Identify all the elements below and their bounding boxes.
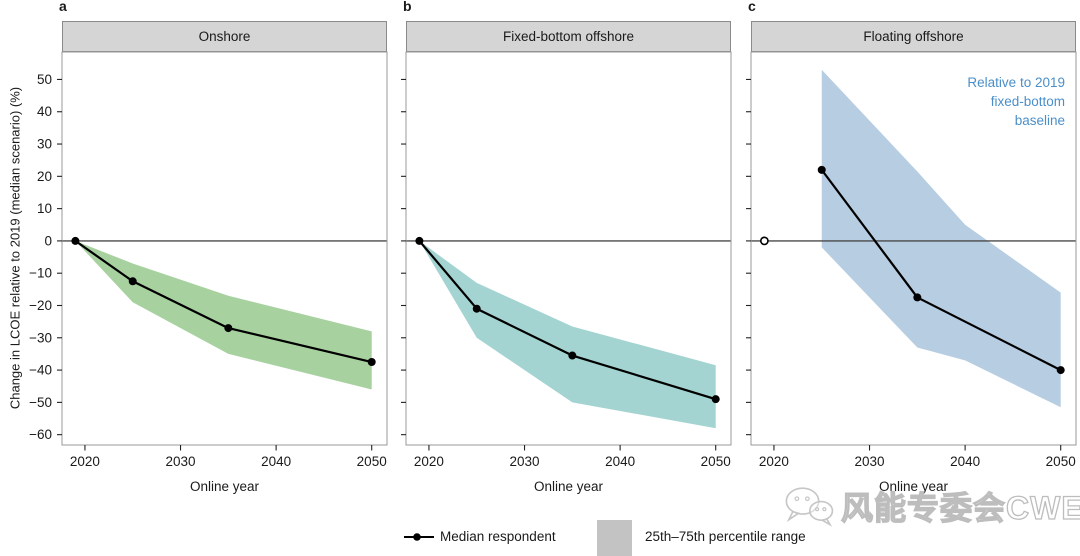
panel-title: Onshore (198, 29, 251, 44)
panel-fixed-bottom-offshore: b Fixed-bottom offshore 2020 2030 2040 2050… (401, 0, 732, 556)
legend-percentile-swatch (597, 520, 632, 556)
x-tick-label: 2020 (759, 454, 789, 469)
plot-frame (405, 51, 732, 446)
y-tick-label: 0 (44, 233, 52, 248)
median-line (418, 240, 717, 401)
panel-letter-a: a (59, 0, 67, 14)
legend-median-dot (413, 533, 421, 541)
x-tick-label: 2030 (510, 454, 540, 469)
panel-title: Floating offshore (863, 29, 964, 44)
y-tick-label: 40 (37, 104, 52, 119)
plot-frame (750, 51, 1077, 446)
x-tick-label: 2020 (70, 454, 100, 469)
baseline-open-point (759, 236, 769, 246)
panel-header-onshore: Onshore (62, 21, 387, 52)
x-tick-label: 2040 (605, 454, 635, 469)
median-point (568, 351, 577, 360)
x-tick-label: 2050 (701, 454, 731, 469)
x-tick-label: 2040 (950, 454, 980, 469)
median-point (472, 304, 481, 313)
x-tick-label: 2030 (166, 454, 196, 469)
median-point (817, 165, 826, 174)
median-point (224, 324, 233, 333)
legend-median-marker (404, 533, 434, 541)
median-point (711, 395, 720, 404)
median-line (74, 240, 372, 364)
y-tick-label: −30 (29, 330, 52, 345)
x-tick-label: 2050 (357, 454, 387, 469)
x-axis-label: Online year (190, 479, 260, 494)
panel-floating-offshore: c Floating offshore 2020 2030 2040 2050 Onli… (746, 0, 1077, 556)
y-tick-label: 50 (37, 72, 52, 87)
legend-percentile-label: 25th–75th percentile range (645, 529, 806, 544)
median-point (1056, 366, 1065, 375)
y-tick-label: −20 (29, 298, 52, 313)
annotation-line: baseline (1015, 113, 1065, 128)
y-tick-label: 10 (37, 201, 52, 216)
x-axis-label: Online year (534, 479, 604, 494)
panel-header-fixed-bottom: Fixed-bottom offshore (406, 21, 731, 52)
wechat-icon (785, 487, 834, 527)
annotation-line: fixed-bottom (991, 94, 1065, 109)
x-tick-label: 2020 (414, 454, 444, 469)
panel-onshore: a Onshore 50 40 30 20 10 0 −10 −20 −30 −40 −50 −60 2… (29, 0, 388, 556)
y-tick-label: −10 (29, 266, 52, 281)
median-point (128, 277, 137, 286)
plot-area-onshore: 50 40 30 20 10 0 −10 −20 −30 −40 −50 −60 2020 2030 204… (29, 51, 388, 494)
percentile-band (75, 240, 372, 390)
annotation-line: Relative to 2019 (967, 75, 1065, 90)
y-tick-label: −40 (29, 363, 52, 378)
median-point (415, 236, 424, 245)
y-tick-label: −60 (29, 427, 52, 442)
x-tick-label: 2050 (1046, 454, 1076, 469)
panel-letter-c: c (748, 0, 756, 14)
panel-letter-b: b (403, 0, 412, 14)
watermark: 风能专委会CWEA (783, 483, 1080, 529)
panel-header-floating: Floating offshore (751, 21, 1076, 52)
x-tick-label: 2040 (261, 454, 291, 469)
y-tick-label: 20 (37, 169, 52, 184)
median-point (71, 236, 80, 245)
watermark-text: 风能专委会CWEA (840, 489, 1080, 526)
x-tick-label: 2030 (855, 454, 885, 469)
percentile-band (419, 240, 716, 429)
median-point (367, 358, 376, 367)
plot-frame (61, 51, 388, 446)
panel-title: Fixed-bottom offshore (502, 29, 635, 44)
plot-area-fixed-bottom-offshore: 2020 2030 2040 2050 Online year (401, 51, 732, 494)
y-tick-label: 30 (37, 137, 52, 152)
percentile-band (821, 69, 1061, 408)
x-axis-label: Online year (879, 479, 949, 494)
median-point (913, 293, 922, 302)
legend-median-label: Median respondent (440, 529, 556, 544)
y-tick-label: −50 (29, 395, 52, 410)
plot-area-floating-offshore: 2020 2030 2040 2050 Online year Relative to 2… (746, 51, 1077, 494)
